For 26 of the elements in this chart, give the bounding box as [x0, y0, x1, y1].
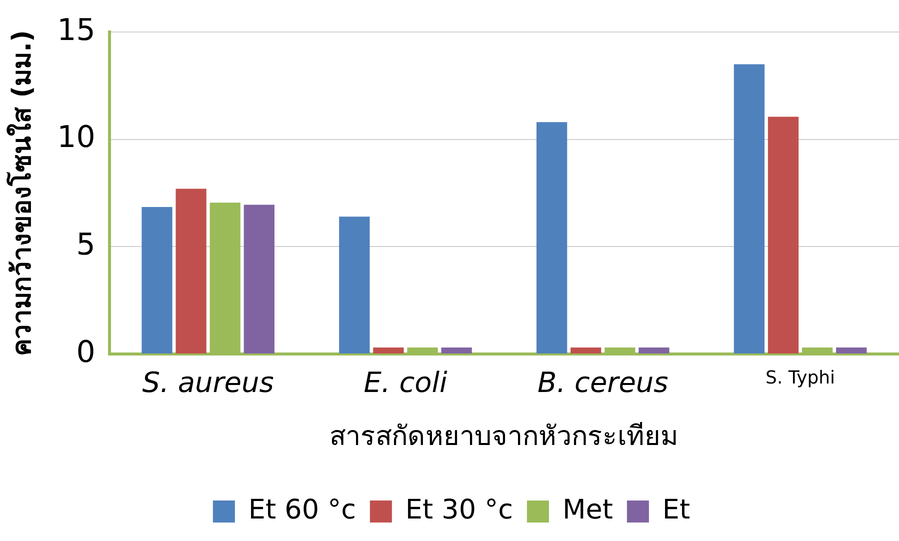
bar: [244, 204, 274, 354]
legend-label: Et 30 °c: [405, 494, 513, 526]
x-tick-label: E. coli: [364, 366, 448, 400]
bar: [570, 348, 602, 354]
bar: [373, 348, 404, 354]
bar: [638, 348, 670, 354]
y-tick-label: 10: [57, 120, 96, 156]
x-axis-title: สารสกัดหยาบจากหัวกระเทียม: [330, 420, 679, 452]
bar: [142, 206, 172, 354]
bar: [339, 216, 370, 354]
bar: [734, 64, 765, 354]
x-tick-label: B. cereus: [538, 366, 668, 400]
y-axis-title: ความกว้างของโซนใส (มม.): [5, 30, 38, 356]
bar: [768, 116, 799, 354]
y-tick-label: 15: [57, 12, 96, 48]
bar: [441, 348, 472, 354]
y-tick-label: 0: [76, 334, 96, 370]
y-tick-label: 5: [76, 227, 96, 262]
x-tick-label: S. Typhi: [766, 367, 836, 388]
legend-label: Et 60 °c: [248, 494, 356, 526]
legend-label: Met: [562, 494, 613, 526]
bar: [176, 188, 206, 354]
x-tick-label: S. aureus: [142, 366, 274, 400]
bar: [836, 348, 867, 354]
bar: [536, 122, 568, 354]
legend-label: Et: [662, 494, 690, 526]
